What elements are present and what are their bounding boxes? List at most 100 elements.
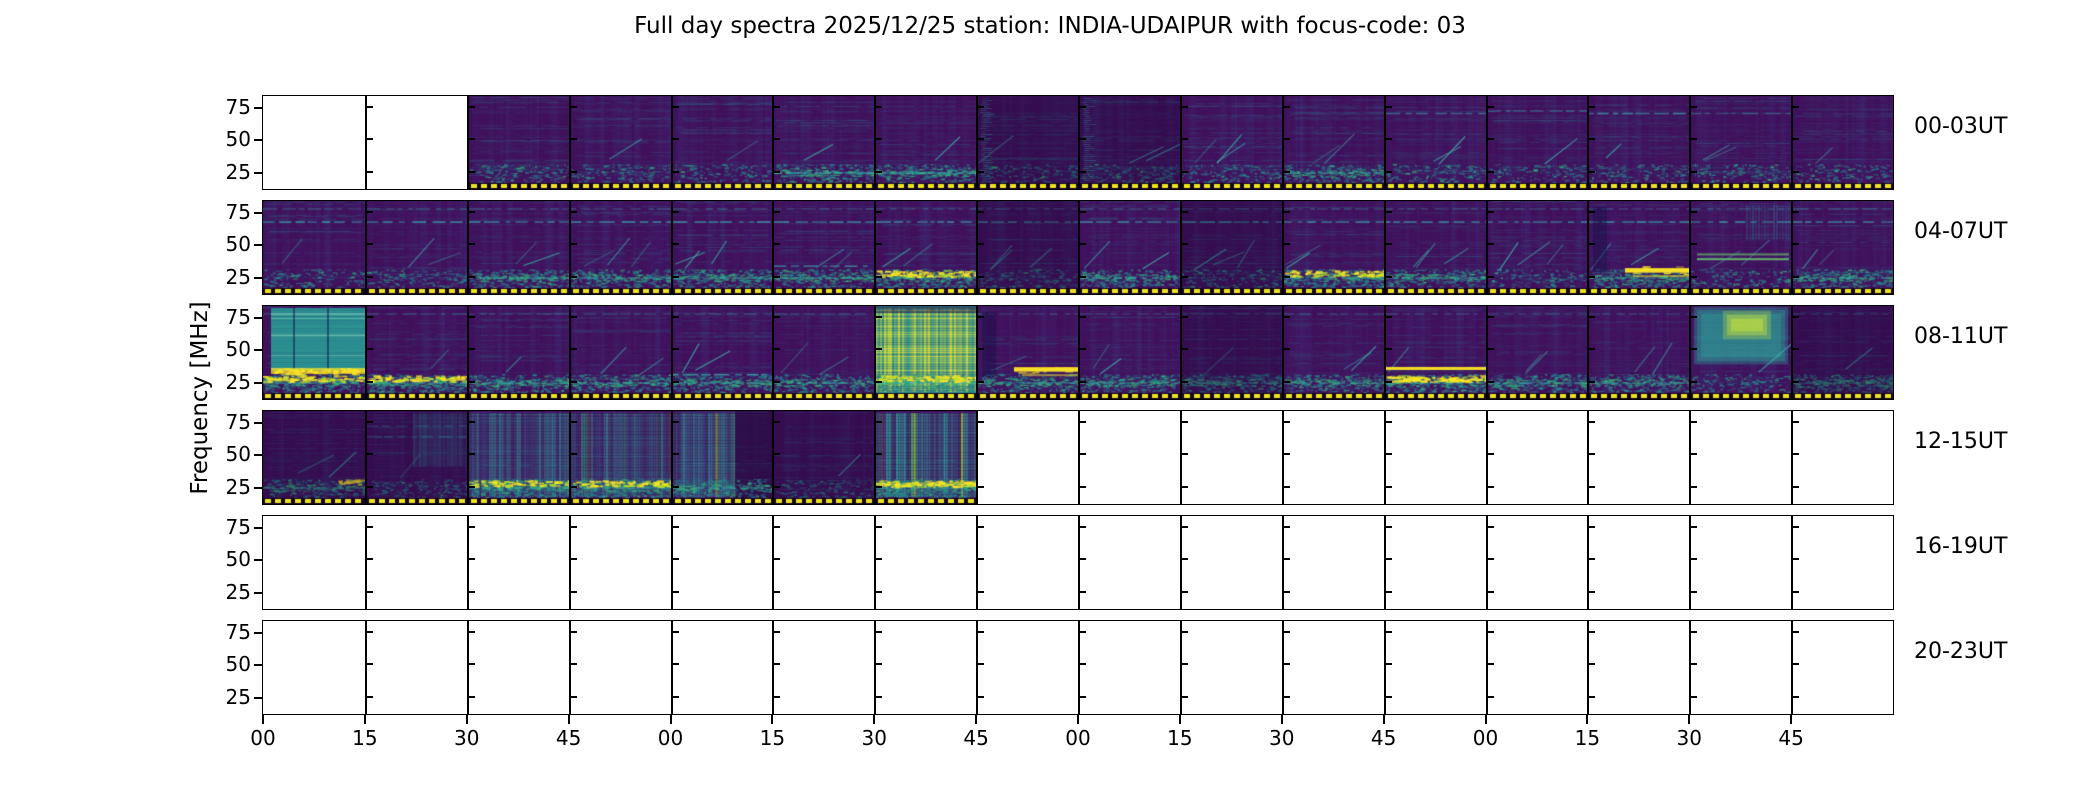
y-axis-tick	[774, 526, 780, 528]
y-axis-tick	[673, 211, 679, 213]
spectrogram-segment	[1689, 201, 1791, 294]
spectrogram-canvas	[673, 96, 772, 189]
y-axis-tick	[1589, 276, 1595, 278]
spectrogram-canvas	[367, 201, 467, 294]
y-axis-tick	[774, 381, 780, 383]
spectrogram-segment	[1791, 96, 1893, 189]
y-axis-tick	[1793, 171, 1799, 173]
y-axis-tick	[1691, 381, 1697, 383]
spectrogram-canvas	[978, 201, 1078, 294]
y-axis-tick	[774, 453, 780, 455]
y-tick-label: 25	[225, 265, 251, 289]
y-axis-tick	[1284, 421, 1290, 423]
spectrogram-segment	[1384, 201, 1486, 294]
y-axis-tick	[1488, 211, 1494, 213]
y-tick-label: 75	[225, 410, 251, 434]
empty-segment	[263, 621, 365, 714]
y-axis-tick	[254, 349, 262, 351]
spectrogram-segment	[1486, 96, 1587, 189]
y-axis-tick	[367, 526, 373, 528]
empty-segment	[263, 96, 365, 189]
y-axis-tick	[1793, 316, 1799, 318]
y-axis-tick	[1793, 211, 1799, 213]
spectra-row: 75 50 25	[226, 620, 1894, 715]
y-axis-tick	[1691, 526, 1697, 528]
empty-segment	[976, 516, 1078, 609]
y-axis-tick	[367, 421, 373, 423]
y-axis-label: Frequency [MHz]	[187, 301, 213, 495]
y-axis-tick	[1793, 486, 1799, 488]
y-axis-tick	[1182, 348, 1188, 350]
y-axis-tick	[1589, 243, 1595, 245]
y-axis-tick	[978, 348, 984, 350]
spectrogram-segment	[1282, 201, 1384, 294]
y-axis-tick	[673, 663, 679, 665]
y-tick-label: 50	[225, 127, 251, 151]
y-axis-tick	[1793, 106, 1799, 108]
y-axis-tick	[367, 243, 373, 245]
y-axis-tick	[1284, 348, 1290, 350]
spectrogram-canvas	[469, 306, 569, 399]
y-axis-tick	[673, 696, 679, 698]
y-axis-tick	[254, 172, 262, 174]
y-axis-tick	[1182, 138, 1188, 140]
y-axis-tick	[1589, 171, 1595, 173]
y-axis-tick	[1080, 696, 1086, 698]
y-axis-tick	[978, 486, 984, 488]
y-axis-tick	[1488, 631, 1494, 633]
y-axis-tick	[469, 348, 475, 350]
y-axis-tick	[876, 663, 882, 665]
y-axis-tick	[1182, 171, 1188, 173]
y-axis-tick	[1488, 171, 1494, 173]
y-tick-label: 50	[225, 547, 251, 571]
spectrogram-canvas	[263, 411, 365, 504]
empty-segment	[874, 621, 976, 714]
y-tick-label: 50	[225, 652, 251, 676]
y-axis-tick	[254, 697, 262, 699]
spectrogram-canvas	[1080, 96, 1180, 189]
spectrogram-canvas	[1793, 201, 1893, 294]
y-axis-tick	[1589, 381, 1595, 383]
spectra-row: 75 50 25	[226, 200, 1894, 295]
empty-segment	[1689, 411, 1791, 504]
y-axis-tick	[1793, 696, 1799, 698]
y-axis-tick	[978, 663, 984, 665]
empty-segment	[1384, 411, 1486, 504]
y-axis-tick	[1284, 211, 1290, 213]
row-label: 00-03UT	[1914, 114, 2008, 139]
y-axis-tick	[978, 211, 984, 213]
spectrogram-canvas	[1488, 96, 1587, 189]
x-tick-label: 00	[657, 726, 684, 750]
y-axis-tick	[1691, 106, 1697, 108]
y-axis-tick	[367, 631, 373, 633]
x-tick-label: 30	[454, 726, 480, 750]
y-axis-tick	[1386, 453, 1392, 455]
y-axis-tick	[876, 558, 882, 560]
y-tick-label: 50	[225, 232, 251, 256]
y-axis-tick	[1080, 526, 1086, 528]
spectrogram-segment	[671, 201, 772, 294]
y-axis-tick	[367, 138, 373, 140]
spectrogram-canvas	[1589, 96, 1689, 189]
y-axis-tick	[1080, 453, 1086, 455]
row-label: 04-07UT	[1914, 219, 2008, 244]
y-axis-tick	[1793, 526, 1799, 528]
y-axis-tick	[254, 454, 262, 456]
y-axis-tick	[1080, 381, 1086, 383]
y-axis-tick	[1284, 171, 1290, 173]
y-axis-tick	[978, 276, 984, 278]
y-axis-tick	[1488, 663, 1494, 665]
y-axis-tick	[1284, 138, 1290, 140]
empty-segment	[1282, 621, 1384, 714]
row-label: 20-23UT	[1914, 639, 2008, 664]
spectrogram-canvas	[876, 201, 976, 294]
spectrogram-canvas	[1182, 96, 1282, 189]
y-axis-tick	[1080, 243, 1086, 245]
y-axis-tick	[1182, 106, 1188, 108]
y-axis-tick	[1589, 348, 1595, 350]
y-axis-tick	[876, 106, 882, 108]
spectrogram-canvas	[978, 96, 1078, 189]
y-axis-tick	[1589, 696, 1595, 698]
x-axis-tick	[873, 715, 876, 724]
y-axis-tick	[774, 211, 780, 213]
